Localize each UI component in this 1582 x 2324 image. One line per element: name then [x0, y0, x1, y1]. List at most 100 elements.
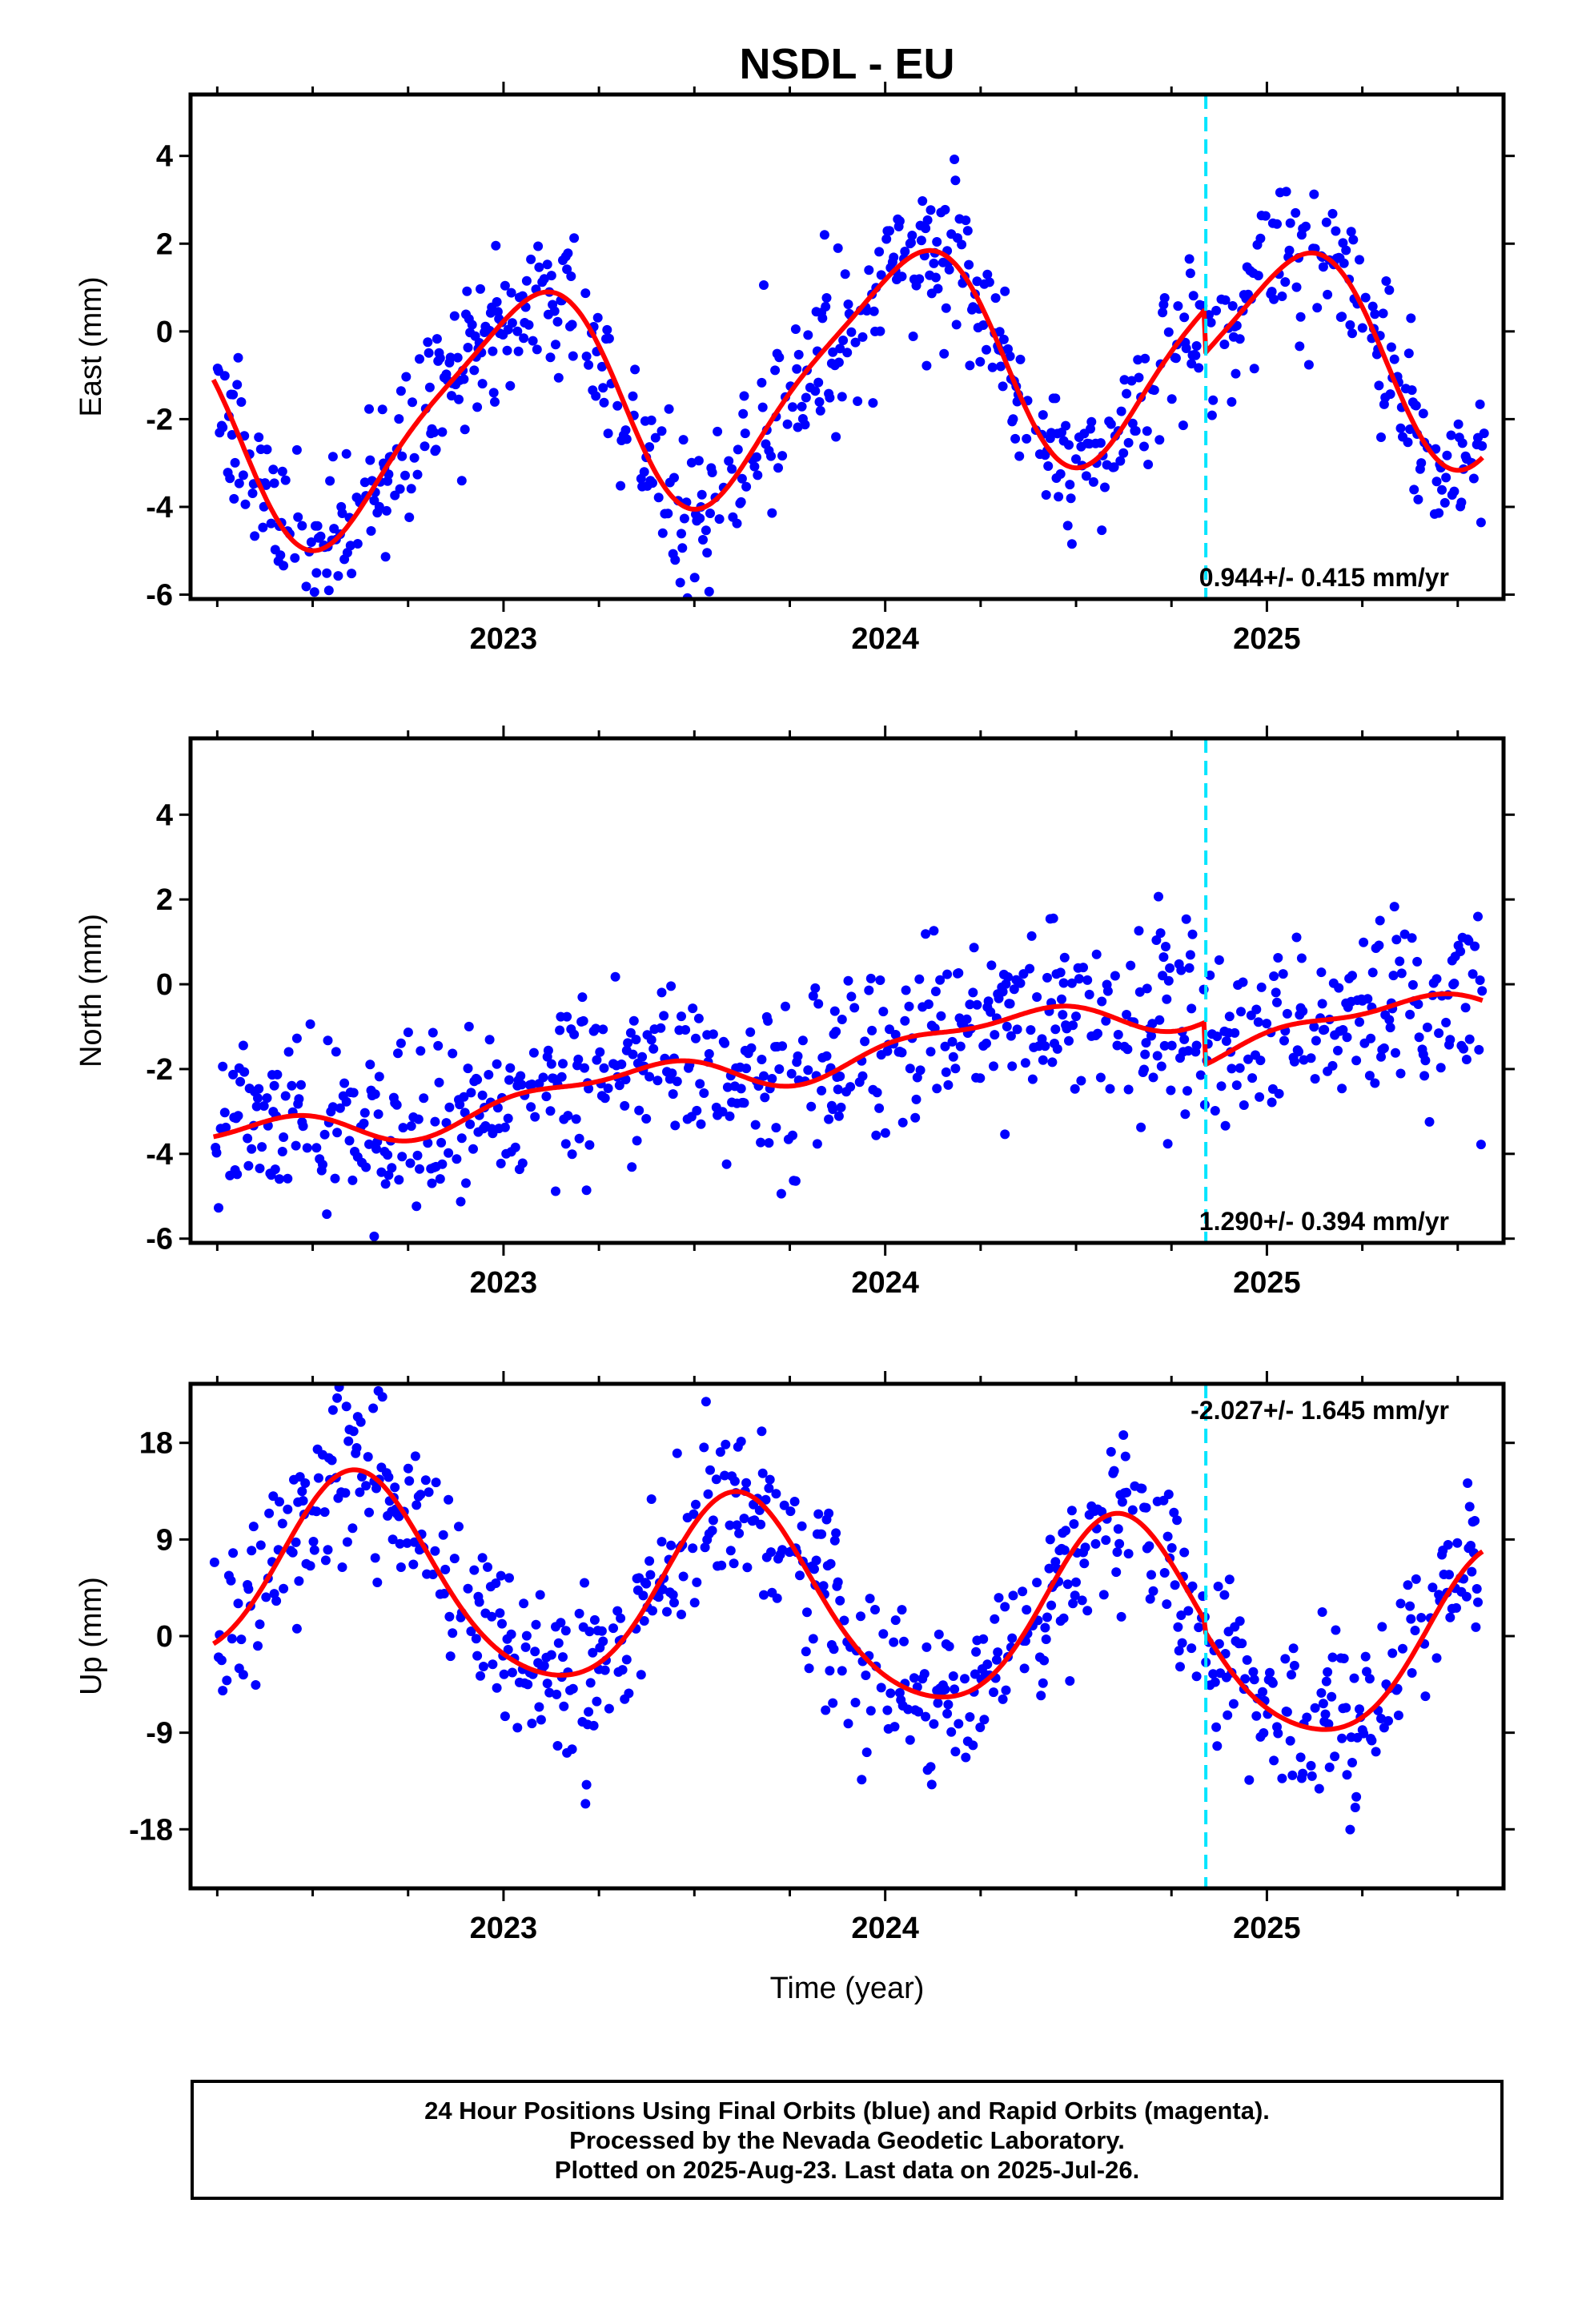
up-data-point [1174, 1646, 1184, 1656]
north-data-point [296, 1080, 306, 1090]
east-data-point [1038, 410, 1048, 420]
up-data-point [703, 1489, 713, 1499]
up-data-point [1431, 1653, 1442, 1663]
up-data-point [1298, 1768, 1308, 1779]
up-data-point [1350, 1803, 1360, 1812]
north-data-point [1097, 996, 1107, 1007]
up-data-point [1251, 1711, 1262, 1721]
north-data-point [1078, 963, 1088, 973]
up-data-point [699, 1442, 709, 1453]
up-data-point [950, 1684, 960, 1695]
east-data-point [792, 364, 802, 374]
up-data-point [604, 1703, 614, 1714]
east-data-point [225, 473, 235, 484]
up-data-point [492, 1683, 502, 1693]
north-data-point [634, 1105, 644, 1116]
up-data-point [831, 1528, 841, 1538]
east-data-point [773, 463, 783, 473]
up-data-point [343, 1436, 354, 1446]
north-data-point [219, 1108, 230, 1118]
up-data-point [929, 1719, 939, 1729]
up-data-point [1187, 1581, 1198, 1591]
north-data-point [1351, 1055, 1362, 1066]
up-data-point [341, 1401, 351, 1412]
up-data-point [556, 1618, 566, 1628]
up-data-point [560, 1626, 571, 1636]
east-data-point [843, 300, 853, 309]
north-data-point [484, 1070, 494, 1080]
north-data-point [569, 1029, 580, 1039]
east-data-point [1434, 508, 1444, 518]
up-data-point [295, 1472, 305, 1482]
up-data-point [700, 1542, 710, 1553]
north-data-point [1082, 975, 1093, 985]
up-data-point [1041, 1634, 1051, 1644]
north-data-point [1375, 915, 1385, 926]
east-data-point [1386, 342, 1396, 352]
east-data-point [850, 337, 861, 348]
up-data-point [1248, 1667, 1259, 1677]
up-data-point [779, 1500, 789, 1510]
north-data-point [831, 1027, 841, 1037]
east-data-point [987, 362, 998, 372]
north-data-point [510, 1142, 520, 1152]
up-data-point [495, 1608, 505, 1618]
north-data-point [1042, 972, 1052, 983]
north-data-point [1464, 1034, 1475, 1044]
north-data-point [771, 1123, 781, 1133]
up-data-point [636, 1670, 646, 1680]
up-data-point [960, 1674, 970, 1684]
up-data-point [725, 1520, 735, 1530]
east-data-point [612, 400, 623, 411]
north-data-point [427, 1178, 437, 1188]
up-data-point [897, 1605, 907, 1615]
up-data-point [948, 1671, 958, 1681]
up-data-point [1267, 1678, 1278, 1688]
north-data-point [750, 1120, 761, 1130]
east-data-point [1303, 360, 1314, 370]
east-data-point [507, 318, 517, 328]
east-data-point [513, 346, 524, 356]
up-data-point [861, 1747, 872, 1758]
up-data-point [926, 1779, 937, 1790]
east-data-point [1054, 492, 1064, 502]
north-rate-label: 1.290+/- 0.394 mm/yr [1199, 1207, 1449, 1236]
north-data-point [419, 1093, 429, 1104]
north-data-point [900, 1015, 910, 1026]
east-data-point [1014, 451, 1025, 461]
up-data-point [1166, 1542, 1177, 1553]
east-data-point [1449, 486, 1460, 497]
up-data-point [269, 1589, 279, 1599]
up-data-point [850, 1698, 861, 1707]
up-data-point [708, 1515, 718, 1526]
north-data-point [405, 1158, 416, 1168]
up-data-point [889, 1722, 900, 1732]
north-data-point [563, 1111, 573, 1121]
up-data-point [438, 1530, 448, 1540]
north-data-point [757, 1055, 767, 1064]
up-data-point [559, 1701, 569, 1711]
up-data-point [1443, 1540, 1453, 1550]
east-data-point [950, 175, 961, 186]
up-data-point [496, 1570, 506, 1581]
north-data-point [1047, 1057, 1058, 1068]
east-data-point [247, 489, 258, 498]
up-data-point [209, 1557, 219, 1567]
north-data-point [1296, 953, 1307, 963]
up-data-point [672, 1448, 682, 1458]
north-data-point [1391, 1047, 1400, 1058]
north-data-point [699, 1088, 709, 1098]
up-data-point [833, 1577, 843, 1587]
north-data-point [1294, 1047, 1303, 1057]
north-data-point [1195, 1070, 1206, 1080]
north-data-point [1460, 1003, 1471, 1013]
north-data-point [644, 1072, 655, 1082]
north-data-point [283, 1047, 294, 1057]
east-data-point [315, 531, 326, 541]
up-data-point [368, 1403, 379, 1413]
east-data-point [630, 364, 640, 375]
up-data-point [1169, 1507, 1179, 1518]
up-data-point [477, 1553, 488, 1563]
up-data-point [539, 1661, 549, 1671]
north-data-point [637, 1051, 648, 1062]
